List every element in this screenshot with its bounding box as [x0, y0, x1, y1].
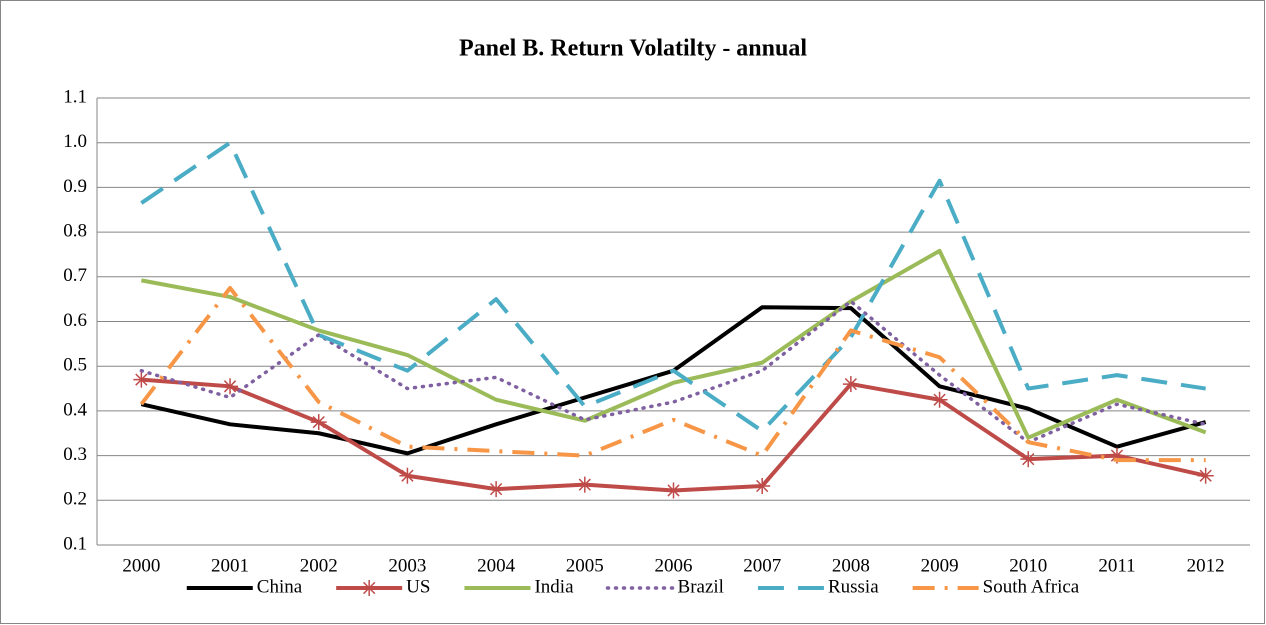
legend-label: China [257, 576, 303, 597]
marker-stroke [223, 380, 237, 393]
legend-item: India [464, 576, 574, 597]
x-tick-label: 2005 [566, 555, 604, 576]
marker-stroke [578, 478, 591, 491]
x-tick-label: 2002 [300, 555, 338, 576]
y-tick-label: 0.6 [63, 310, 87, 331]
legend-item: South Africa [912, 576, 1080, 597]
series-line [140, 140, 1206, 434]
data-marker [1020, 451, 1037, 468]
marker-stroke [844, 377, 858, 391]
y-tick-label: 0.1 [63, 533, 87, 554]
legend-marker [361, 580, 378, 596]
x-tick-label: 2012 [1187, 555, 1225, 576]
marker-stroke [1022, 453, 1035, 466]
y-tick-label: 1.0 [63, 131, 87, 152]
y-tick-label: 0.9 [63, 176, 87, 197]
legend-item: China [186, 576, 303, 597]
marker-stroke [1110, 449, 1124, 462]
data-marker [488, 481, 505, 498]
x-tick-label: 2003 [388, 555, 426, 576]
legend-label: Russia [828, 576, 879, 597]
data-marker [310, 414, 327, 431]
data-marker [133, 371, 150, 388]
marker-stroke [1199, 469, 1212, 482]
y-tick-label: 1.1 [63, 86, 87, 107]
y-tick-label: 0.7 [63, 265, 87, 286]
x-tick-label: 2006 [655, 555, 693, 576]
marker-stroke [363, 581, 376, 595]
chart-title: Panel B. Return Volatilty - annual [459, 36, 807, 62]
data-marker [665, 482, 682, 499]
marker-stroke [401, 469, 414, 482]
y-tick-label: 0.2 [63, 489, 87, 510]
data-marker [576, 476, 593, 493]
data-marker [222, 378, 239, 395]
x-tick-label: 2007 [743, 555, 781, 576]
legend-item: US [336, 576, 430, 597]
x-tick-label: 2008 [832, 555, 870, 576]
x-tick-label: 2011 [1098, 555, 1135, 576]
data-marker [842, 376, 859, 393]
series-line [140, 248, 1207, 440]
legend-label: US [406, 576, 430, 597]
x-tick-label: 2009 [921, 555, 959, 576]
data-marker [399, 467, 416, 484]
legend-label: Brazil [678, 576, 724, 597]
legend-label: South Africa [983, 576, 1080, 597]
marker-stroke [933, 393, 946, 406]
data-marker [1197, 467, 1214, 484]
series-line [139, 285, 1206, 463]
marker-stroke [756, 479, 769, 493]
legend-item: Russia [757, 576, 879, 597]
marker-stroke [312, 415, 325, 429]
legend-item: Brazil [605, 576, 724, 597]
y-tick-label: 0.3 [63, 444, 87, 465]
x-tick-label: 2001 [211, 555, 249, 576]
x-tick-label: 2000 [122, 555, 160, 576]
y-tick-label: 0.4 [63, 399, 87, 420]
data-marker [754, 477, 771, 494]
marker-stroke [135, 373, 148, 386]
legend: China US India Brazil Russia South Africa [186, 576, 1080, 597]
legend-label: India [534, 576, 574, 597]
x-tick-label: 2004 [477, 555, 516, 576]
y-tick-label: 0.5 [63, 355, 87, 376]
marker-stroke [667, 484, 680, 497]
data-marker [931, 391, 948, 408]
y-tick-label: 0.8 [63, 220, 87, 241]
x-tick-label: 2010 [1009, 555, 1047, 576]
marker-stroke [489, 482, 503, 496]
